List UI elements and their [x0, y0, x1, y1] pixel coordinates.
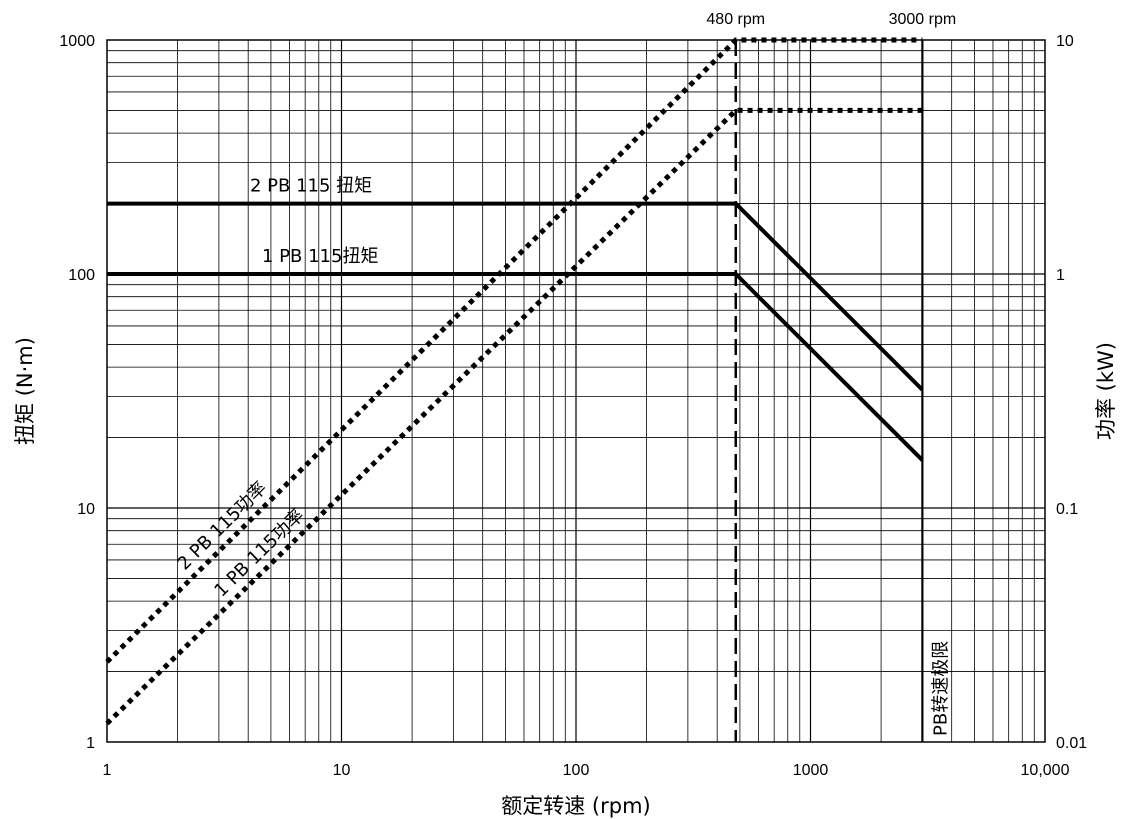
- y-left-tick-label: 10: [77, 501, 95, 518]
- y-left-tick-label: 1: [86, 735, 95, 752]
- series-label-2pb115-torque: 2 PB 115 扭矩: [250, 176, 372, 197]
- x-tick-label: 1: [103, 762, 112, 779]
- x-axis-title: 额定转速 (rpm): [501, 794, 650, 818]
- y-right-tick-label: 10: [1056, 33, 1074, 50]
- y-right-tick-label: 0.1: [1056, 501, 1078, 518]
- annotation-3000-rpm: 3000 rpm: [889, 11, 957, 28]
- tick-labels: 1 10 100 1000 10,000 1 10 100 1000 0.01 0.1 1 10: [59, 33, 1087, 779]
- y-axis-left-title: 扭矩 (N·m): [13, 337, 37, 445]
- y-left-tick-label: 1000: [59, 33, 95, 50]
- x-tick-label: 1000: [793, 762, 829, 779]
- y-right-tick-label: 1: [1056, 267, 1065, 284]
- y-axis-right-title: 功率 (kW): [1094, 342, 1118, 440]
- series-line-1pb115-power: [105, 107, 923, 726]
- series-line-2pb115-power: [105, 37, 923, 664]
- grid: [107, 40, 1045, 742]
- series-lines: [105, 37, 924, 742]
- series-line-1pb115-torque: [107, 272, 924, 462]
- plot-frame: [106, 39, 1046, 743]
- x-tick-label: 10,000: [1021, 762, 1070, 779]
- y-left-tick-label: 100: [68, 267, 95, 284]
- series-line-2pb115-torque: [107, 201, 924, 392]
- series-label-1pb115-torque: 1 PB 115扭矩: [262, 246, 378, 267]
- x-tick-label: 10: [333, 762, 351, 779]
- speed-limit-label: PB转速极限: [930, 641, 951, 736]
- y-right-tick-label: 0.01: [1056, 735, 1087, 752]
- annotation-480-rpm: 480 rpm: [706, 11, 765, 28]
- x-tick-label: 100: [563, 762, 590, 779]
- plot-border: [106, 39, 1046, 743]
